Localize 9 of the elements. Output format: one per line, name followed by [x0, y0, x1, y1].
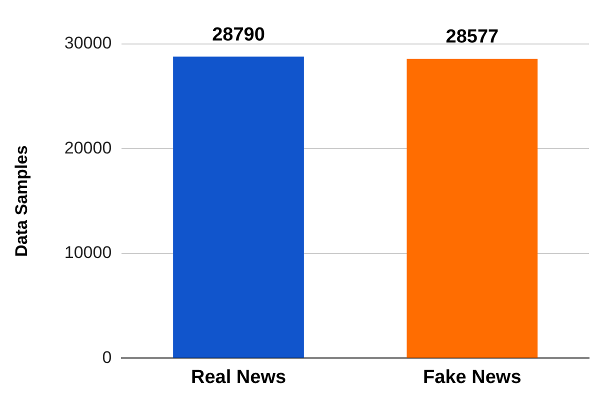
x-tick-label: Real News: [190, 366, 286, 388]
y-tick-label: 20000: [64, 138, 112, 158]
y-axis-title: Data Samples: [12, 145, 31, 257]
y-tick-label: 30000: [64, 34, 112, 53]
data-label: 28790: [212, 24, 265, 46]
y-tick-label: 0: [102, 348, 112, 367]
x-tick-label: Fake News: [423, 366, 522, 388]
y-tick-label: 10000: [64, 243, 112, 262]
data-label: 28577: [446, 26, 499, 48]
